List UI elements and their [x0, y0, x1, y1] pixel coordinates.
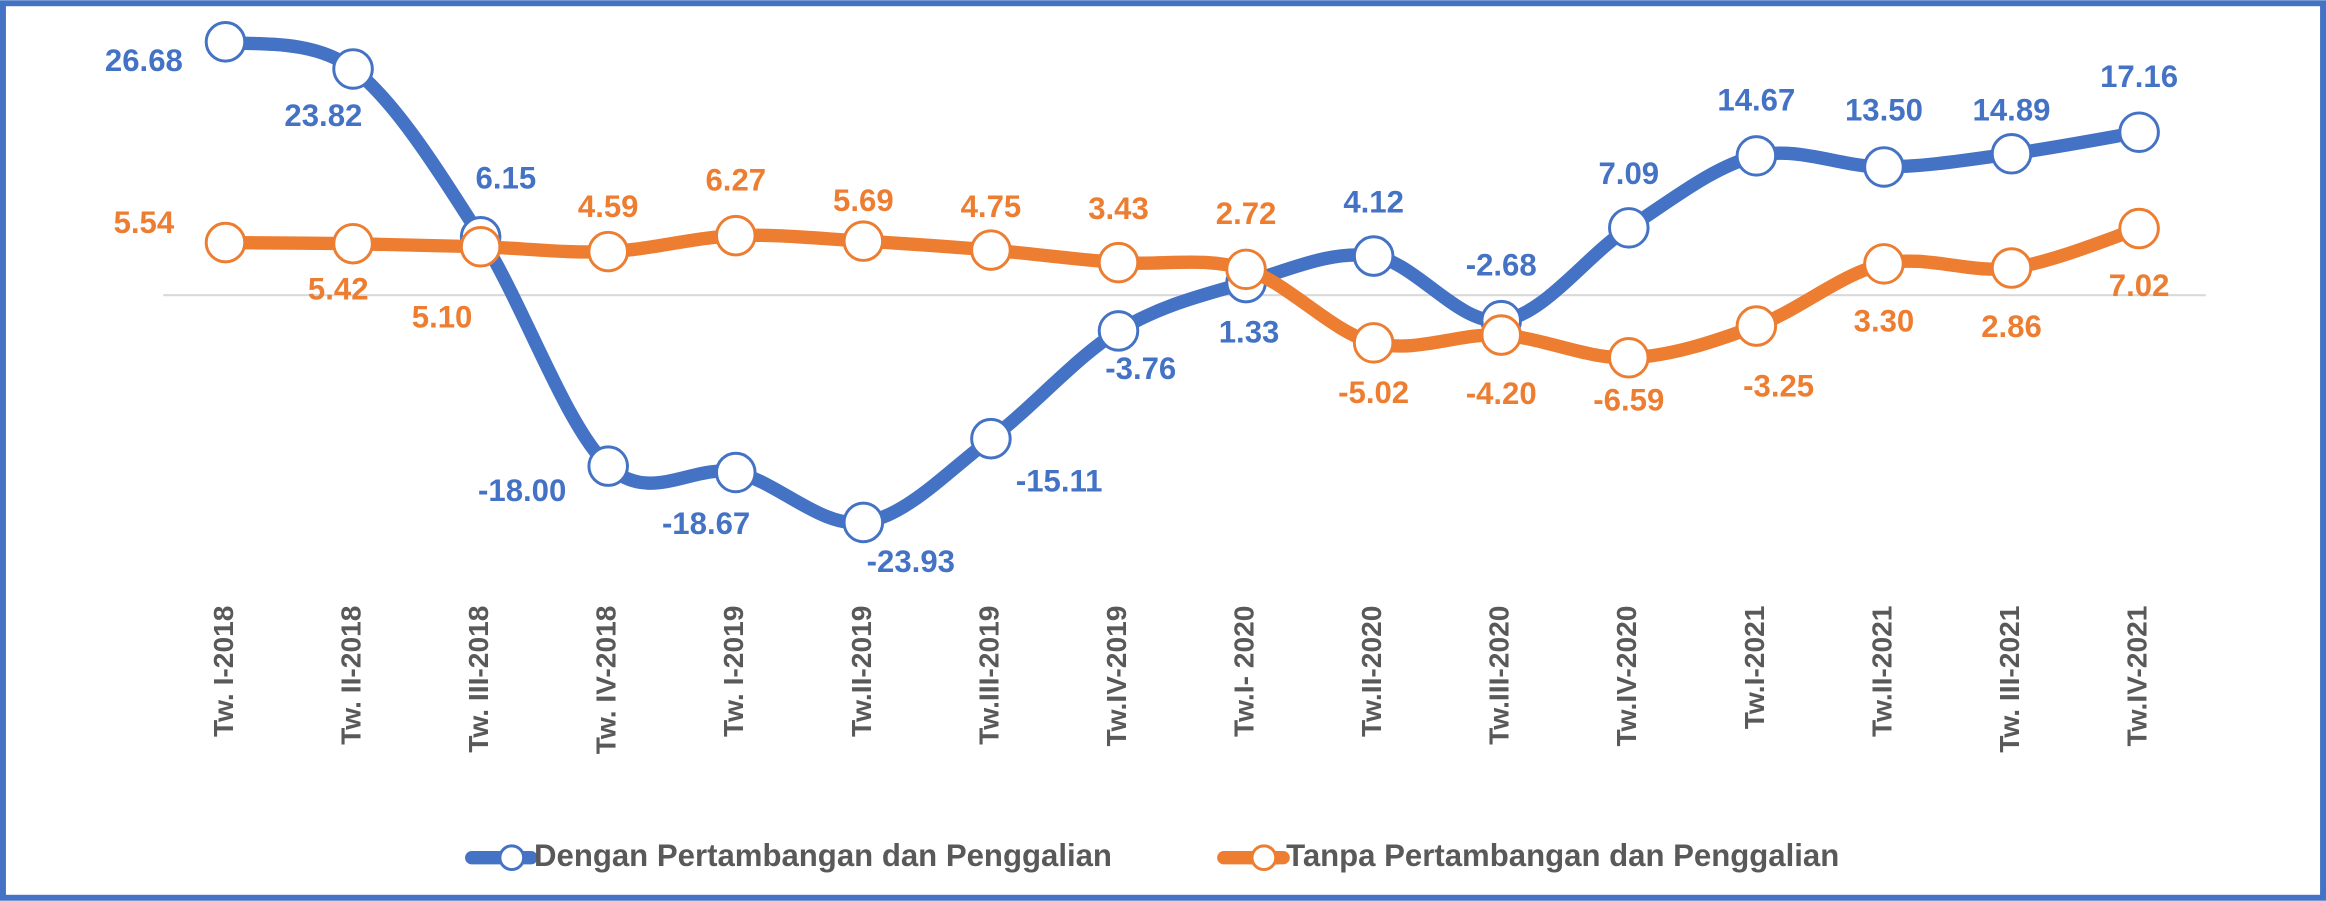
marker: [204, 221, 247, 264]
x-tick-label: Tw. I-2019: [717, 606, 749, 738]
legend-label: Tanpa Pertambangan dan Penggalian: [1286, 838, 1839, 873]
marker: [1352, 322, 1395, 364]
marker: [1735, 135, 1778, 177]
legend-label: Dengan Pertambangan dan Penggalian: [534, 838, 1112, 873]
data-label: 3.43: [1088, 191, 1149, 226]
x-tick-label: Tw.III-2020: [1483, 606, 1515, 745]
marker: [587, 445, 629, 487]
data-label: 23.82: [284, 98, 362, 133]
x-tick-label: Tw. III-2021: [1993, 606, 2025, 753]
marker: [1225, 248, 1267, 291]
x-tick-label: Tw.I-2021: [1738, 606, 1770, 730]
data-label: 5.42: [308, 271, 369, 306]
marker: [715, 214, 757, 257]
legend-marker: [498, 844, 526, 872]
marker: [1097, 310, 1140, 352]
data-label: -3.76: [1105, 351, 1176, 386]
data-label: 14.67: [1717, 83, 1795, 118]
series-line: [218, 221, 2146, 365]
data-label: 5.54: [114, 205, 175, 240]
x-tick-label: Tw.IV-2020: [1610, 606, 1642, 747]
data-label: 4.12: [1343, 184, 1404, 219]
x-tick-label: Tw.III-2019: [972, 606, 1004, 745]
marker: [715, 451, 757, 494]
data-label: -4.20: [1466, 376, 1537, 411]
data-label: 14.89: [1973, 92, 2051, 127]
x-tick-label: Tw. IV-2018: [590, 606, 622, 755]
data-label: 5.10: [412, 300, 473, 335]
marker: [970, 229, 1012, 271]
x-tick-label: Tw.I- 2020: [1228, 606, 1260, 738]
data-label: 17.16: [2100, 59, 2178, 94]
data-label: 4.75: [961, 189, 1022, 224]
marker: [2118, 207, 2160, 250]
x-tick-label: Tw.IV-2021: [2121, 606, 2153, 747]
data-label: 2.86: [1981, 309, 2042, 344]
data-label: 2.72: [1216, 196, 1277, 231]
data-label: -23.93: [867, 544, 955, 579]
marker: [1863, 243, 1905, 285]
x-tick-label: Tw. II-2018: [334, 606, 366, 745]
marker: [332, 48, 374, 90]
x-tick-label: Tw.II-2019: [845, 606, 877, 738]
data-label: 6.27: [705, 162, 766, 197]
data-label: 1.33: [1219, 315, 1280, 350]
data-label: 4.59: [578, 189, 639, 224]
data-label: 26.68: [105, 43, 183, 78]
marker: [842, 220, 885, 262]
marker: [1990, 133, 2033, 175]
x-tick-label: Tw.II-2021: [1865, 606, 1897, 738]
x-tick-label: Tw.IV-2019: [1100, 606, 1132, 747]
marker: [1480, 314, 1522, 356]
x-tick-label: Tw. I-2018: [207, 606, 239, 738]
marker: [970, 417, 1012, 460]
legend-marker: [1250, 844, 1278, 872]
x-tick-label: Tw. III-2018: [462, 606, 494, 753]
marker: [2118, 111, 2160, 153]
marker: [587, 230, 629, 273]
data-label: 5.69: [833, 183, 894, 218]
marker: [842, 501, 885, 544]
data-label: -18.67: [662, 506, 750, 541]
marker: [204, 21, 247, 63]
marker: [1352, 235, 1395, 277]
data-label: -18.00: [478, 473, 566, 508]
data-label: 13.50: [1845, 92, 1923, 127]
marker: [1863, 146, 1905, 188]
data-label: -5.02: [1338, 375, 1409, 410]
data-label: 7.09: [1598, 156, 1659, 191]
marker: [459, 225, 502, 268]
data-label: -3.25: [1743, 369, 1814, 404]
data-label: -2.68: [1466, 247, 1537, 282]
marker: [1608, 337, 1650, 379]
data-label: 3.30: [1854, 303, 1915, 338]
data-label: 6.15: [476, 161, 537, 196]
data-label: -6.59: [1593, 383, 1664, 418]
marker: [1735, 305, 1778, 347]
data-label: 7.02: [2109, 268, 2170, 303]
x-tick-label: Tw.II-2020: [1355, 606, 1387, 738]
data-label: -15.11: [1016, 463, 1103, 498]
marker: [332, 222, 374, 265]
marker: [1097, 241, 1140, 284]
marker: [1990, 247, 2033, 289]
marker: [1608, 207, 1650, 249]
